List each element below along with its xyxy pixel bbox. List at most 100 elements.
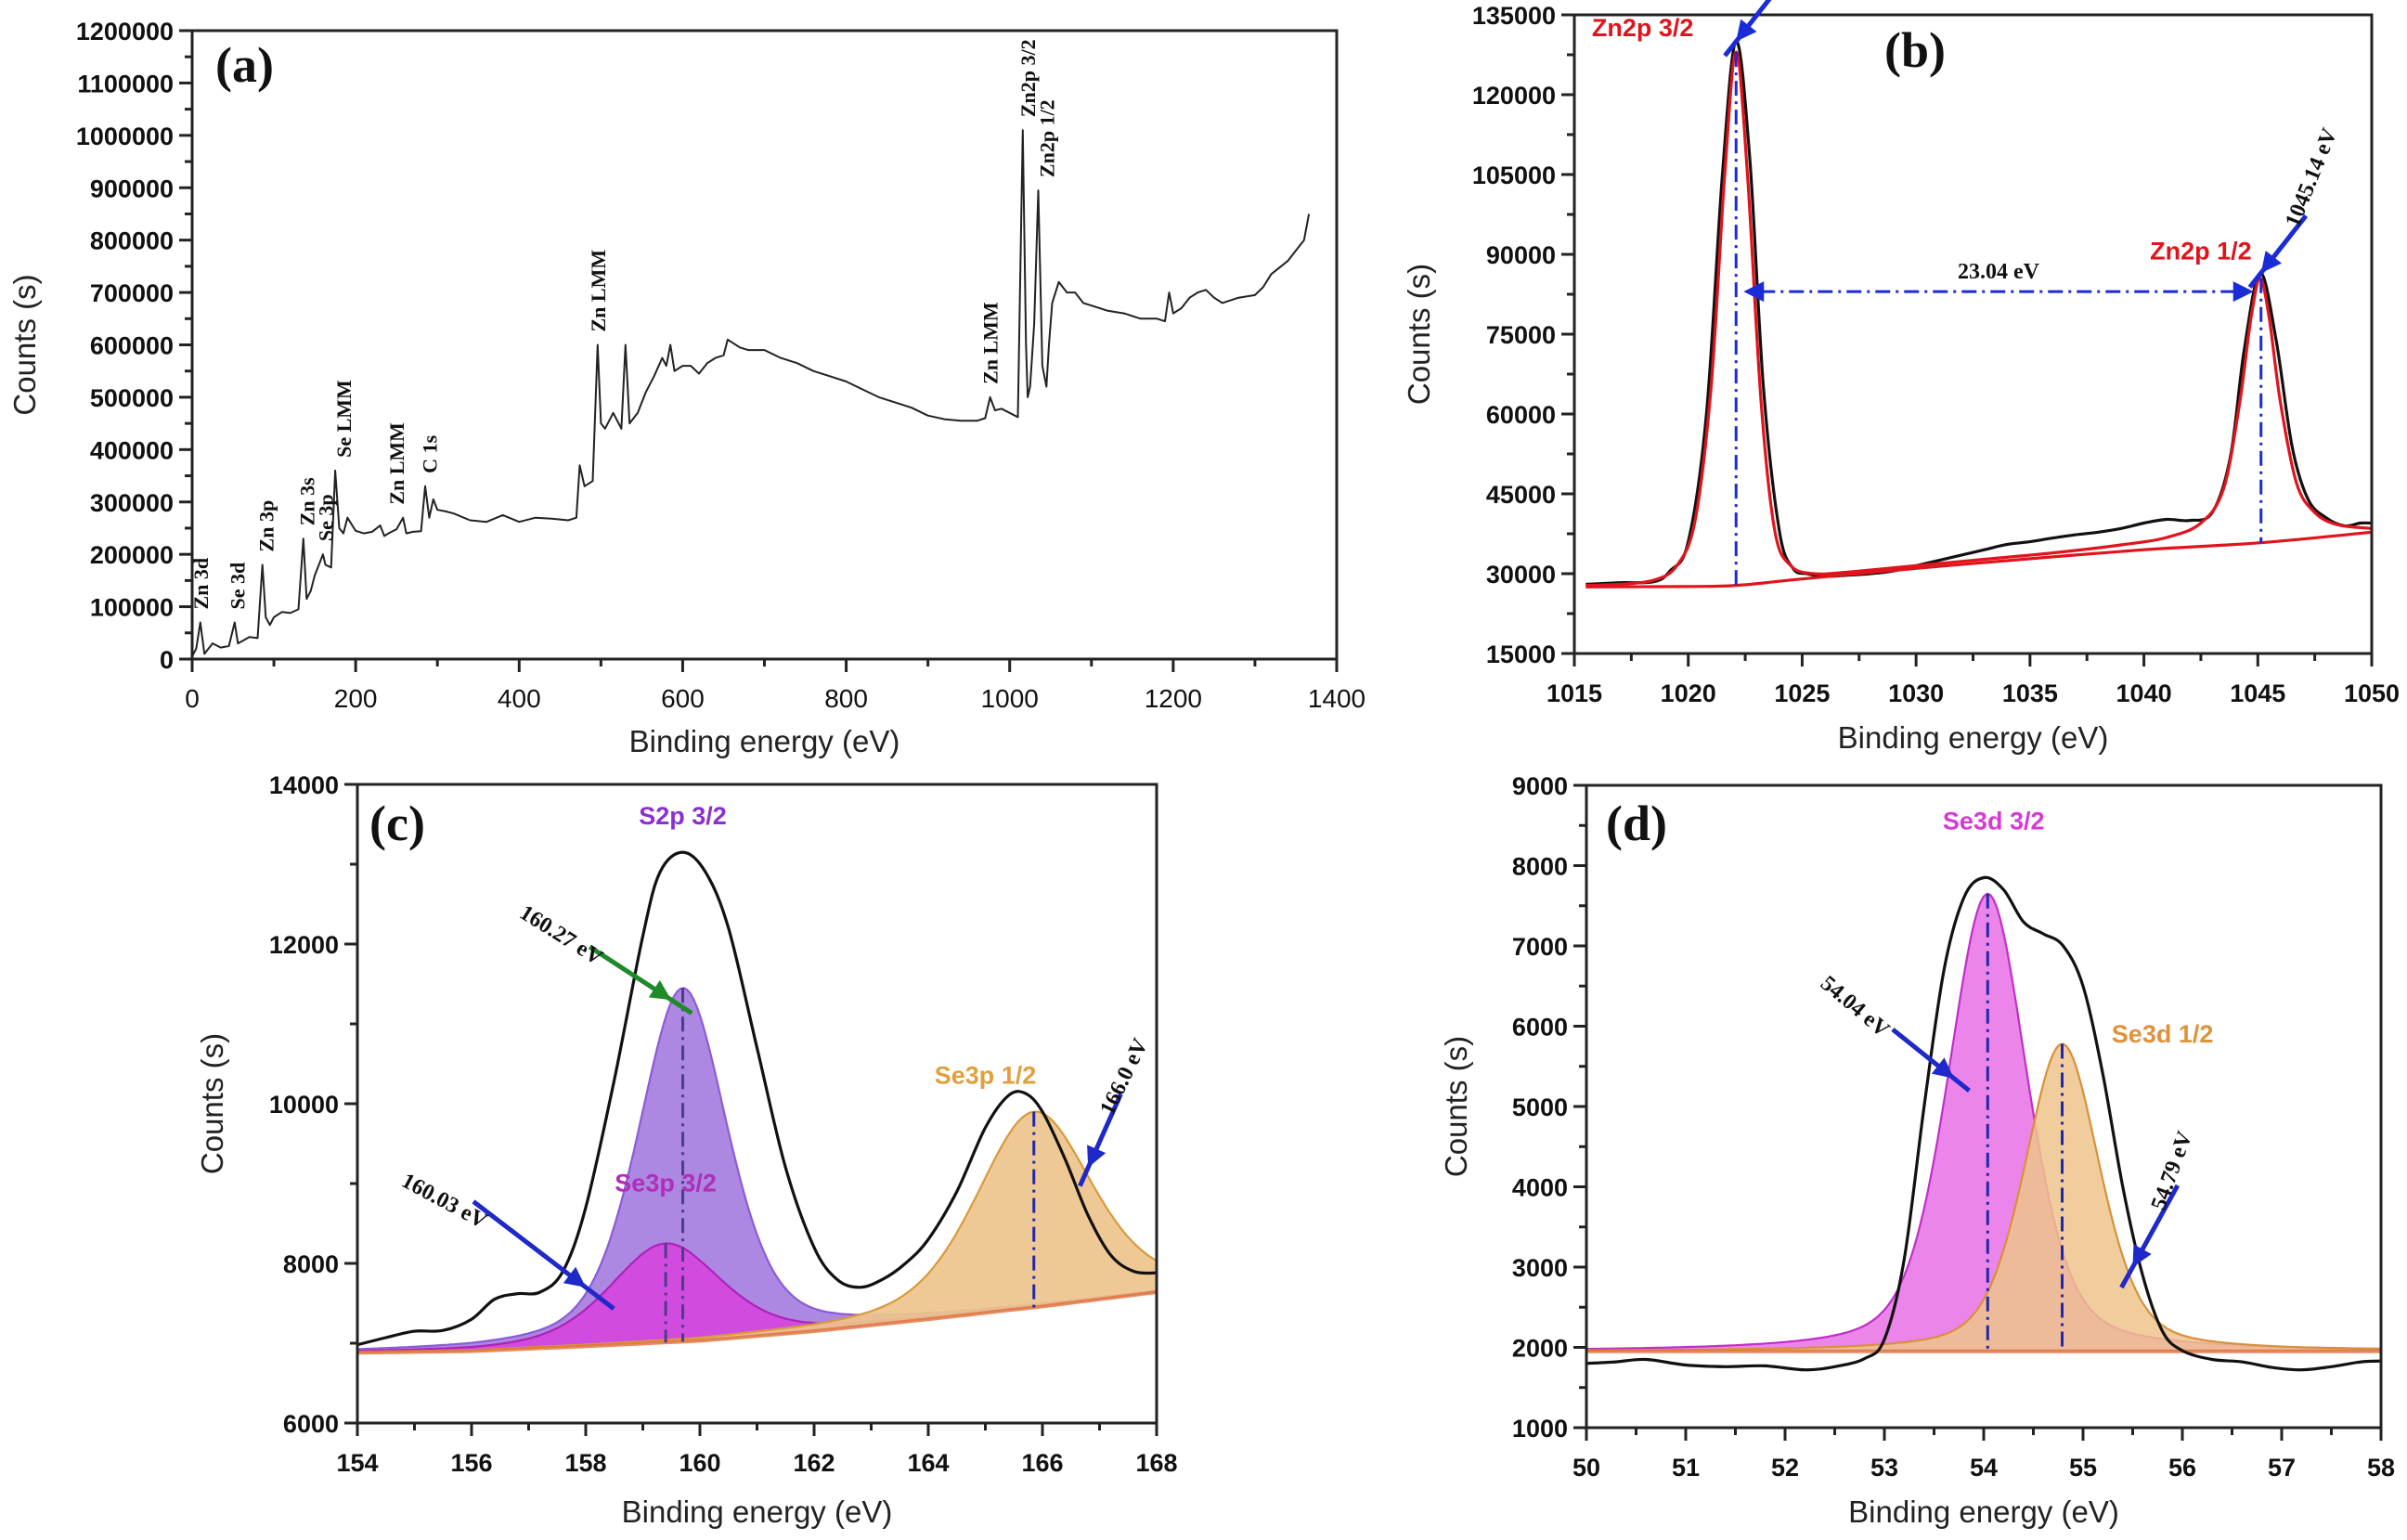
peak-annotation: C 1s [418,434,441,472]
y-tick-label: 6000 [1512,1014,1568,1042]
arrow-head-left [1743,281,1765,303]
component-label: Se3d 1/2 [2112,1020,2214,1048]
x-tick-label: 1040 [2116,679,2172,707]
energy-annotation: 160.03 eV [397,1169,491,1234]
y-tick-label: 120000 [1472,82,1556,110]
x-tick-label: 56 [2168,1454,2196,1482]
plot-area [192,129,1311,657]
x-tick-label: 1200 [1145,684,1202,713]
x-tick-label: 57 [2268,1454,2296,1482]
y-tick-label: 12000 [269,931,339,959]
panel-tag: (b) [1884,22,1946,78]
annotation-arrow-shaft [1723,0,1772,58]
x-tick-label: 164 [907,1449,949,1477]
peak-annotation: Se 3d [226,563,249,610]
annotation-arrow-shaft [2119,1184,2181,1289]
series-line-fit-envelope [1585,50,2372,588]
y-tick-label: 105000 [1472,162,1556,189]
panel-a-survey: 0 200 400 600 800 1000 1200 1400 0 100000 200000 30… [7,18,1365,758]
x-tick-label: 58 [2367,1454,2395,1482]
x-tick-label: 1020 [1661,679,1716,707]
plot-frame [1572,13,2374,655]
annotation-arrow-head [2132,1244,2152,1267]
y-axis-title: Counts (s) [1439,1036,1473,1177]
y-axis-title: Counts (s) [7,274,42,415]
series-line-experimental [1586,875,2381,1372]
x-tick-label: 52 [1771,1454,1799,1482]
annotation-arrow-head [1087,1145,1106,1168]
x-tick-label: 166 [1021,1449,1063,1477]
baseline-line [357,1290,1157,1355]
x-tick-label: 168 [1135,1449,1177,1477]
y-tick-label: 100000 [90,594,174,622]
y-tick-label: 3000 [1512,1254,1568,1282]
y-tick-label: 0 [160,646,174,674]
x-tick-label: 1035 [2002,679,2058,707]
x-tick-label: 1000 [981,684,1039,713]
x-tick-label: 600 [661,684,705,713]
peak-annotation: Zn LMM [385,422,408,505]
y-tick-label: 75000 [1486,321,1556,349]
y-tick-label: 2000 [1512,1335,1568,1363]
panel-b-zn2p: 1015 1020 1025 1030 1035 1040 1045 1050 15000 300… [1402,0,2400,755]
component-line-se3d-1-2 [1586,1042,2381,1352]
panel-tag: (a) [215,37,274,93]
y-tick-label: 14000 [269,771,339,799]
series-line-experimental [1585,40,2372,587]
y-tick-label: 90000 [1486,241,1556,269]
peak-annotation: Se LMM [332,380,356,458]
x-axis-title: Binding energy (eV) [1848,1495,2119,1529]
y-tick-label: 6000 [283,1410,339,1438]
component-fill-se3p-1-2 [357,1111,1157,1353]
component-label: Se3p 1/2 [935,1062,1037,1090]
splitting-label: 23.04 eV [1958,260,2040,284]
x-tick-label: 200 [334,684,378,713]
peak-annotation: Zn 3p [254,500,278,552]
y-tick-label: 400000 [90,436,174,464]
x-tick-label: 400 [498,684,541,713]
peak-annotation: Zn LMM [979,302,1003,384]
x-tick-label: 55 [2069,1454,2097,1482]
y-tick-label: 5000 [1512,1094,1568,1121]
energy-annotation: 160.27 eV [515,900,607,970]
annotation-arrow-shaft [1891,1027,1971,1093]
x-tick-label: 0 [185,684,200,713]
y-tick-label: 15000 [1486,641,1556,668]
annotation-arrow-shaft [1078,1093,1123,1187]
x-tick-label: 156 [450,1449,492,1477]
x-tick-label: 54 [1970,1454,1998,1482]
energy-annotation: 54.04 eV [1816,971,1895,1042]
y-tick-label: 8000 [1512,853,1568,881]
y-tick-label: 135000 [1472,2,1556,30]
peak-annotation: Zn 3d [189,558,213,610]
x-axis-title: Binding energy (eV) [629,724,900,758]
y-axis-title: Counts (s) [195,1033,229,1174]
x-axis-title: Binding energy (eV) [622,1495,893,1529]
y-tick-label: 1000000 [76,123,174,150]
annotation-arrow-head [1931,1057,1954,1079]
component-label: Se3p 3/2 [615,1170,717,1197]
x-tick-label: 162 [793,1449,835,1477]
y-tick-label: 500000 [90,384,174,412]
x-tick-label: 800 [824,684,868,713]
annotation-arrow-shaft [2247,214,2309,290]
x-axis-title: Binding energy (eV) [1838,720,2109,755]
series-line-survey-spectrum [192,129,1311,657]
component-fill-se3d-3-2 [1586,893,2381,1352]
energy-annotation: 1045.14 eV [2281,124,2342,230]
arrow-head-right [2232,281,2254,303]
component-label: Zn2p 3/2 [1592,14,1694,42]
x-tick-label: 1400 [1308,684,1365,713]
y-tick-label: 1000 [1512,1415,1568,1443]
series-line-experimental [357,850,1157,1347]
panel-tag: (d) [1606,796,1667,851]
panel-d-se3d: 50 51 52 53 54 55 56 57 58 1000 2000 3000 4000 5000 60… [1439,772,2395,1529]
y-tick-label: 300000 [90,489,174,517]
y-tick-label: 9000 [1512,772,1568,800]
y-tick-label: 8000 [283,1250,339,1278]
y-tick-label: 700000 [90,279,174,307]
peak-annotation: Zn2p 3/2 [1016,39,1040,117]
annotation-arrow-head [2260,250,2282,274]
annotation-arrow-head [563,1266,586,1288]
